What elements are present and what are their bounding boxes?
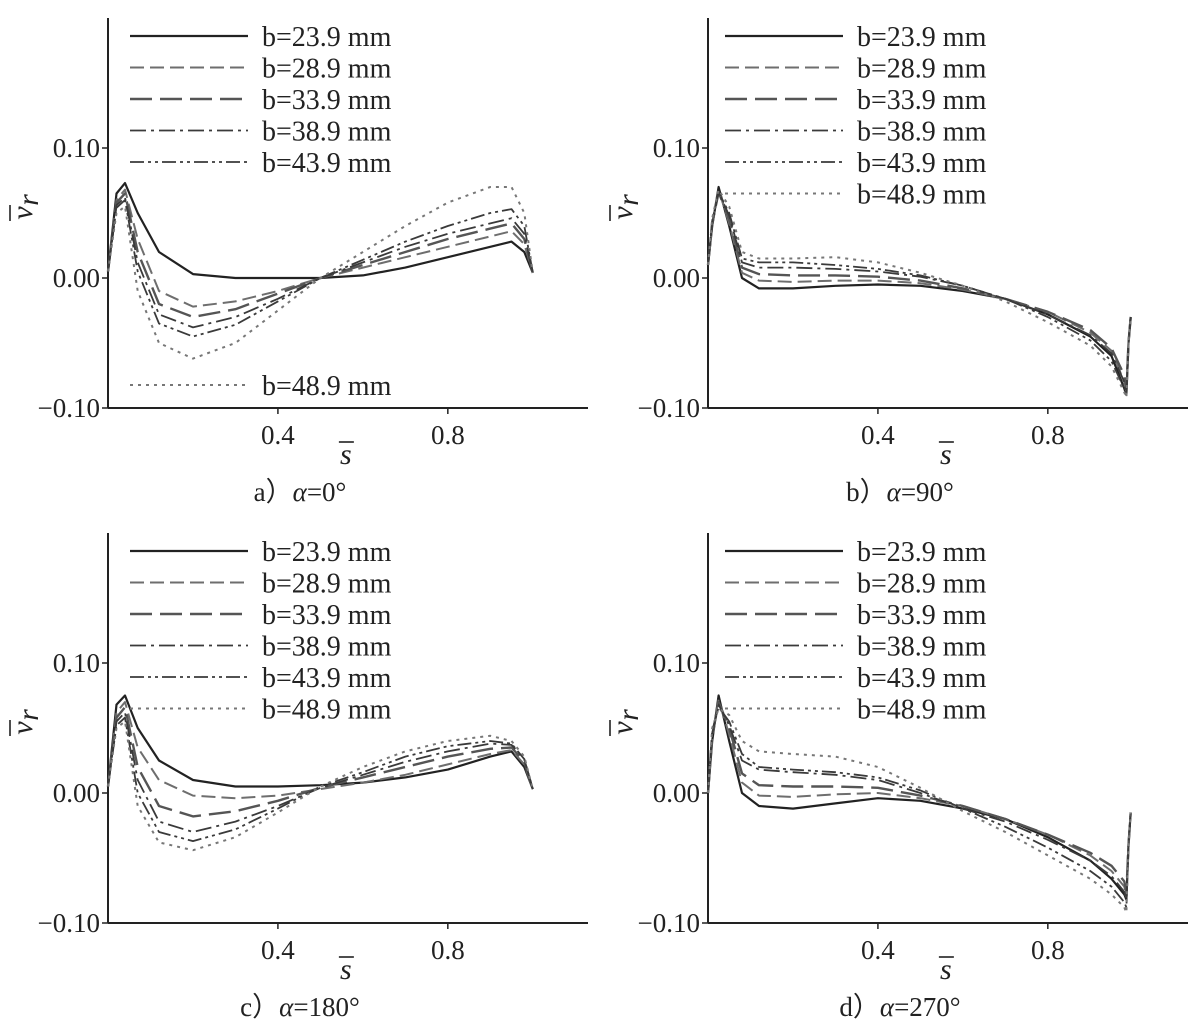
legend-label-a-6: b=48.9 mm <box>262 371 392 402</box>
series-line-c-6 <box>107 720 534 852</box>
series-line-b-2 <box>707 188 1132 394</box>
x-axis-label-a: s <box>340 438 352 470</box>
y-axis-label-sub-d: r <box>612 709 645 721</box>
legend-label-b-4: b=38.9 mm <box>857 117 987 148</box>
legend-label-c-1: b=23.9 mm <box>262 537 392 568</box>
x-axis-label-b: s <box>940 438 952 470</box>
chart-svg-a: 0.10 0.00 −0.10 0.4 0.8 s vr b=23.9 mmb=28.9 mm… <box>6 18 588 470</box>
legend-label-d-2: b=28.9 mm <box>857 569 987 600</box>
x-tick-label-a: 0.8 <box>431 420 465 450</box>
series-line-a-5 <box>107 199 534 338</box>
x-tick-label-b: 0.8 <box>1031 420 1065 450</box>
legend-label-d-4: b=38.9 mm <box>857 632 987 663</box>
chart-svg-d: 0.10 0.00 −0.10 0.4 0.8 s vr b=23.9 mmb=28.9 mm… <box>606 533 1188 985</box>
x-tick-label-c: 0.8 <box>431 935 465 965</box>
series-line-a-3 <box>106 192 534 319</box>
series-line-a-4 <box>107 196 534 329</box>
y-tick-label-c: 0.10 <box>53 648 100 678</box>
y-axis-label-b: v <box>606 206 639 220</box>
y-axis-label-group-b: vr <box>606 194 645 221</box>
series-line-a-1 <box>106 182 534 280</box>
legend-label-b-2: b=28.9 mm <box>857 54 987 85</box>
y-tick-label-c: 0.00 <box>53 778 100 808</box>
y-axis-label-sub-c: r <box>12 709 45 721</box>
chart-panel-b: 0.10 0.00 −0.10 0.4 0.8 s v r b=23.9 mm b=28.9 mm… <box>600 0 1200 515</box>
y-tick-label-c: −0.10 <box>38 908 100 938</box>
legend-label-d-6: b=48.9 mm <box>857 695 987 726</box>
legend-label-a-3: b=33.9 mm <box>262 85 392 116</box>
legend-label-c-4: b=38.9 mm <box>262 632 392 663</box>
series-line-b-6 <box>707 188 1132 399</box>
x-axis-label-d: s <box>940 953 952 985</box>
x-tick-label-c: 0.4 <box>261 935 295 965</box>
y-tick-label-b: −0.10 <box>638 393 700 423</box>
y-tick-label-a: 0.00 <box>53 263 100 293</box>
y-tick-label-b: 0.00 <box>653 263 700 293</box>
legend-label-a-5: b=43.9 mm <box>262 148 392 179</box>
chart-panel-c: 0.10 0.00 −0.10 0.4 0.8 s v r b=23.9 mm b=28.9 mm… <box>0 515 600 1030</box>
caption-c: c）α=180° <box>240 992 360 1022</box>
x-tick-label-a: 0.4 <box>261 420 295 450</box>
caption-a: a）α=0° <box>253 477 347 507</box>
series-line-a-6 <box>107 186 534 360</box>
series-line-a-2 <box>107 188 534 308</box>
y-axis-label-group-c: vr <box>6 709 45 736</box>
legend-label-c-5: b=43.9 mm <box>262 663 392 694</box>
y-axis-label-sub-a: r <box>12 194 45 206</box>
legend-label-b-1: b=23.9 mm <box>857 22 987 53</box>
series-line-c-4 <box>107 711 534 833</box>
x-tick-label-d: 0.4 <box>861 935 895 965</box>
y-axis-label-sub-b: r <box>612 194 645 206</box>
series-line-c-2 <box>107 701 534 800</box>
x-tick-label-d: 0.8 <box>1031 935 1065 965</box>
legend-label-d-5: b=43.9 mm <box>857 663 987 694</box>
series-line-b-5 <box>707 191 1132 396</box>
y-axis-label-group-a: vr <box>6 194 45 221</box>
legend-label-d-3: b=33.9 mm <box>857 600 987 631</box>
y-axis-label-c: v <box>6 721 39 735</box>
legend-label-b-5: b=43.9 mm <box>857 148 987 179</box>
y-tick-label-d: 0.00 <box>653 778 700 808</box>
y-axis-label-a: v <box>6 206 39 220</box>
series-line-d-4 <box>707 703 1132 901</box>
caption-d: d）α=270° <box>839 992 961 1022</box>
legend-label-c-6: b=48.9 mm <box>262 695 392 726</box>
legend-label-c-2: b=28.9 mm <box>262 569 392 600</box>
series-line-d-5 <box>707 706 1132 909</box>
x-tick-label-b: 0.4 <box>861 420 895 450</box>
legend-label-a-2: b=28.9 mm <box>262 54 392 85</box>
series-line-c-5 <box>107 716 534 842</box>
legend-label-c-3: b=33.9 mm <box>262 600 392 631</box>
chart-panel-d: 0.10 0.00 −0.10 0.4 0.8 s v r b=23.9 mm b=28.9 mm… <box>600 515 1200 1030</box>
legend-label-d-1: b=23.9 mm <box>857 537 987 568</box>
series-line-b-1 <box>706 185 1132 397</box>
series-line-d-3 <box>706 700 1132 893</box>
series-line-c-3 <box>106 706 534 818</box>
series-line-d-2 <box>707 698 1132 898</box>
caption-b: b）α=90° <box>846 477 954 507</box>
legend-label-b-6: b=48.9 mm <box>857 180 987 211</box>
y-tick-label-b: 0.10 <box>653 133 700 163</box>
chart-svg-b: 0.10 0.00 −0.10 0.4 0.8 s vr b=23.9 mmb=28.9 mm… <box>606 18 1188 470</box>
series-line-c-1 <box>106 694 534 790</box>
y-tick-label-d: 0.10 <box>653 648 700 678</box>
y-tick-label-a: −0.10 <box>38 393 100 423</box>
x-axis-label-c: s <box>340 953 352 985</box>
chart-svg-c: 0.10 0.00 −0.10 0.4 0.8 s vr b=23.9 mmb=28.9 mm… <box>6 533 588 985</box>
legend-label-b-3: b=33.9 mm <box>857 85 987 116</box>
y-tick-label-a: 0.10 <box>53 133 100 163</box>
series-line-d-6 <box>707 707 1132 914</box>
y-axis-label-group-d: vr <box>606 709 645 736</box>
y-axis-label-d: v <box>606 721 639 735</box>
series-line-b-3 <box>706 191 1132 390</box>
chart-panel-a: 0.10 0.00 −0.10 0.4 0.8 s v r b=23.9 mm b=28.9 mm… <box>0 0 600 515</box>
legend-label-a-1: b=23.9 mm <box>262 22 392 53</box>
series-line-b-4 <box>707 191 1132 394</box>
y-tick-label-d: −0.10 <box>638 908 700 938</box>
legend-label-a-4: b=38.9 mm <box>262 117 392 148</box>
